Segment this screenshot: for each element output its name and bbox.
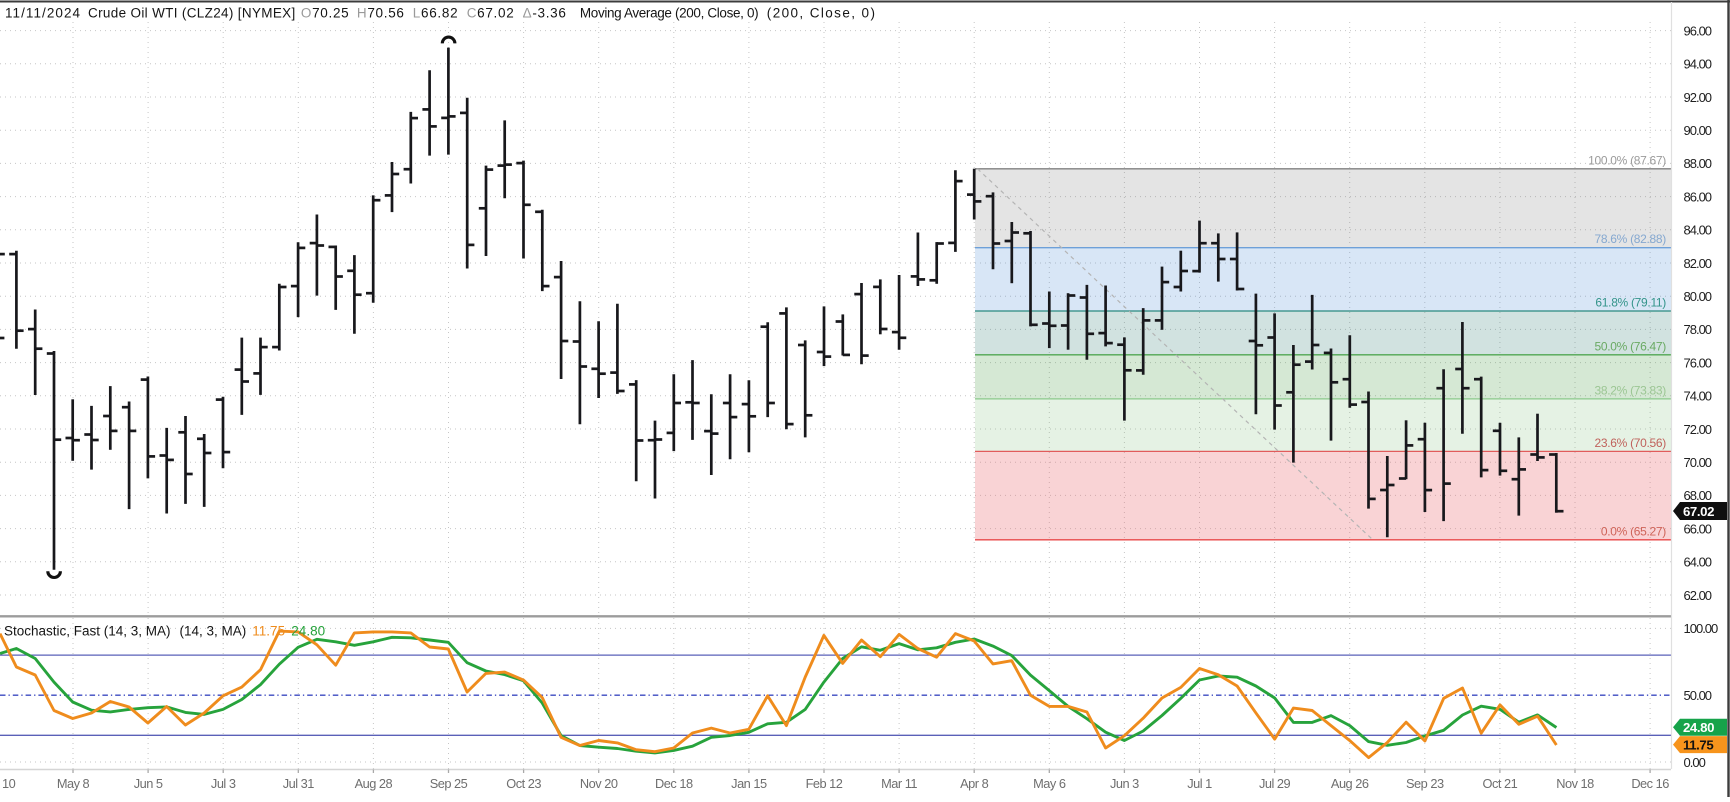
- svg-text:24.80: 24.80: [291, 624, 325, 639]
- svg-text:L66.82: L66.82: [413, 6, 459, 21]
- svg-text:11.75: 11.75: [252, 624, 285, 639]
- svg-text:Moving Average (200, Close, 0): Moving Average (200, Close, 0): [580, 6, 758, 21]
- svg-text:Aug 26: Aug 26: [1331, 776, 1369, 791]
- svg-text:23.6% (70.56): 23.6% (70.56): [1595, 436, 1667, 450]
- svg-text:Sep 23: Sep 23: [1406, 776, 1444, 791]
- svg-text:78.00: 78.00: [1684, 322, 1712, 337]
- svg-text:C67.02: C67.02: [467, 6, 515, 21]
- svg-text:64.00: 64.00: [1684, 555, 1712, 570]
- svg-text:Stochastic, Fast (14, 3, MA): Stochastic, Fast (14, 3, MA): [4, 624, 171, 639]
- svg-text:24.80: 24.80: [1683, 720, 1714, 735]
- svg-text:76.00: 76.00: [1684, 355, 1712, 370]
- svg-text:Δ-3.36: Δ-3.36: [523, 6, 567, 21]
- svg-text:Apr 8: Apr 8: [960, 776, 988, 791]
- svg-text:Mar 11: Mar 11: [881, 776, 917, 791]
- svg-text:74.00: 74.00: [1684, 389, 1712, 404]
- svg-text:50.00: 50.00: [1684, 688, 1712, 703]
- svg-text:Jul 29: Jul 29: [1259, 776, 1291, 791]
- svg-text:100.0% (87.67): 100.0% (87.67): [1588, 153, 1666, 167]
- svg-text:Jun 5: Jun 5: [134, 776, 163, 791]
- svg-text:Dec 18: Dec 18: [655, 776, 693, 791]
- svg-text:Nov 18: Nov 18: [1556, 776, 1594, 791]
- svg-text:Aug 28: Aug 28: [355, 776, 393, 791]
- svg-text:Jul 31: Jul 31: [283, 776, 315, 791]
- svg-text:50.0% (76.47): 50.0% (76.47): [1595, 339, 1667, 353]
- svg-text:11.75: 11.75: [1683, 737, 1713, 752]
- svg-text:92.00: 92.00: [1684, 90, 1712, 105]
- svg-text:86.00: 86.00: [1684, 189, 1712, 204]
- svg-text:Oct 23: Oct 23: [506, 776, 541, 791]
- svg-text:May 6: May 6: [1033, 776, 1066, 791]
- svg-text:80.00: 80.00: [1684, 289, 1712, 304]
- svg-text:11/11/2024: 11/11/2024: [5, 6, 81, 21]
- svg-text:67.02: 67.02: [1683, 504, 1714, 519]
- svg-text:Oct 21: Oct 21: [1483, 776, 1518, 791]
- svg-text:Apr 10: Apr 10: [0, 776, 16, 791]
- svg-text:Feb 12: Feb 12: [806, 776, 843, 791]
- svg-text:61.8% (79.11): 61.8% (79.11): [1595, 296, 1666, 310]
- svg-text:38.2% (73.83): 38.2% (73.83): [1595, 383, 1667, 397]
- svg-text:0.00: 0.00: [1684, 755, 1706, 770]
- svg-text:Jul 3: Jul 3: [211, 776, 236, 791]
- svg-text:68.00: 68.00: [1684, 488, 1712, 503]
- svg-text:(200, Close, 0): (200, Close, 0): [767, 6, 877, 21]
- svg-text:88.00: 88.00: [1684, 156, 1712, 171]
- svg-text:96.00: 96.00: [1684, 23, 1712, 38]
- svg-text:Sep 25: Sep 25: [430, 776, 468, 791]
- svg-text:94.00: 94.00: [1684, 57, 1712, 72]
- svg-text:Dec 16: Dec 16: [1631, 776, 1669, 791]
- svg-text:66.00: 66.00: [1684, 521, 1712, 536]
- svg-text:O70.25: O70.25: [301, 6, 350, 21]
- svg-text:78.6% (82.88): 78.6% (82.88): [1595, 232, 1667, 246]
- svg-text:Jul 1: Jul 1: [1187, 776, 1212, 791]
- svg-text:0.0% (65.27): 0.0% (65.27): [1601, 524, 1666, 538]
- svg-text:100.00: 100.00: [1684, 621, 1719, 636]
- svg-text:70.00: 70.00: [1684, 455, 1712, 470]
- svg-text:Crude Oil WTI (CLZ24) [NYMEX]: Crude Oil WTI (CLZ24) [NYMEX]: [88, 6, 296, 21]
- svg-text:May 8: May 8: [57, 776, 90, 791]
- svg-text:82.00: 82.00: [1684, 256, 1712, 271]
- svg-text:Nov 20: Nov 20: [580, 776, 618, 791]
- svg-text:62.00: 62.00: [1684, 588, 1712, 603]
- svg-text:Jun 3: Jun 3: [1110, 776, 1139, 791]
- svg-text:Jan 15: Jan 15: [731, 776, 767, 791]
- svg-text:84.00: 84.00: [1684, 223, 1712, 238]
- svg-text:H70.56: H70.56: [357, 6, 405, 21]
- svg-text:72.00: 72.00: [1684, 422, 1712, 437]
- svg-text:(14, 3, MA): (14, 3, MA): [180, 624, 247, 639]
- svg-text:90.00: 90.00: [1684, 123, 1712, 138]
